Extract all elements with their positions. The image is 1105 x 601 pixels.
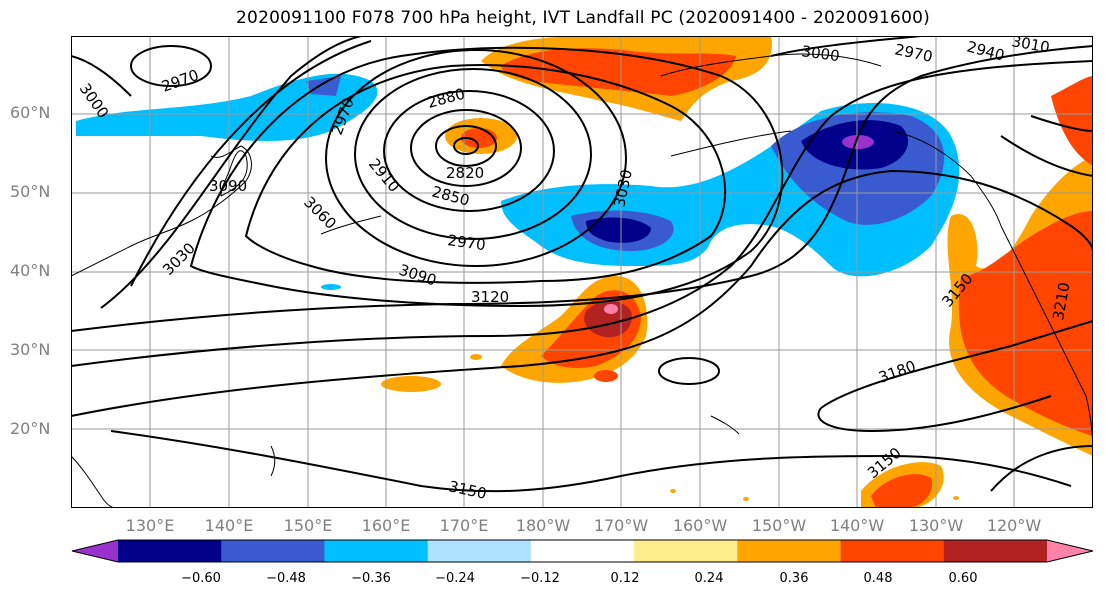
contour-label: 3090 xyxy=(209,177,247,195)
contour-label: 2970 xyxy=(893,40,934,66)
lon-label: 140°E xyxy=(204,516,254,535)
contour-label: 2970 xyxy=(159,66,201,96)
contour-label: 3150 xyxy=(447,477,488,503)
colorbar-segment xyxy=(530,540,635,562)
colorbar-segment xyxy=(634,540,738,562)
map-frame xyxy=(71,36,1093,508)
colorbar-tick: −0.36 xyxy=(351,571,391,586)
colorbar-outline xyxy=(71,539,1094,563)
lat-label: 60°N xyxy=(10,103,51,122)
colorbar-extend-high xyxy=(1047,540,1093,562)
contour-label: 2820 xyxy=(446,164,484,182)
colorbar-tick: −0.60 xyxy=(181,571,221,586)
contour-label: 3090 xyxy=(397,261,439,290)
colorbar-tick: 0.48 xyxy=(863,571,893,586)
lon-label: 160°W xyxy=(672,516,728,535)
lon-label: 120°W xyxy=(986,516,1042,535)
contour-label: 2910 xyxy=(365,155,403,196)
colorbar-segment xyxy=(943,540,1048,562)
contour-label: 3180 xyxy=(876,357,918,387)
lon-label: 170°W xyxy=(593,516,649,535)
contour-label: 3010 xyxy=(1010,36,1051,57)
lat-label: 30°N xyxy=(10,340,51,359)
height-contours xyxy=(71,36,1093,493)
colorbar-extend-low xyxy=(72,540,118,562)
colorbar-segment xyxy=(737,540,842,562)
lon-label: 150°E xyxy=(283,516,333,535)
ivt-negative-shading xyxy=(76,73,960,290)
contour-label: 2970 xyxy=(446,231,486,254)
lon-label: 130°E xyxy=(125,516,175,535)
colorbar-segment xyxy=(427,540,532,562)
map-plot: 3000 2970 2970 3090 3060 3030 2880 2910 … xyxy=(71,36,1093,508)
contour-label: 3060 xyxy=(300,193,340,233)
lon-label: 130°W xyxy=(908,516,964,535)
colorbar-tick: 0.36 xyxy=(779,571,809,586)
contour-label: 3000 xyxy=(800,42,840,65)
colorbar-segment xyxy=(118,540,222,562)
map-title: 2020091100 F078 700 hPa height, IVT Land… xyxy=(236,8,930,28)
colorbar-tick: −0.48 xyxy=(266,571,306,586)
colorbar-tick: −0.24 xyxy=(435,571,475,586)
lon-label: 150°W xyxy=(751,516,807,535)
lat-label: 40°N xyxy=(10,261,51,280)
colorbar-tick: 0.12 xyxy=(610,571,640,586)
gridlines xyxy=(71,36,1093,508)
colorbar-tick: 0.60 xyxy=(948,571,978,586)
ivt-positive-shading xyxy=(381,36,1093,508)
lon-label: 170°E xyxy=(439,516,489,535)
colorbar-tick: 0.24 xyxy=(694,571,724,586)
lon-label: 140°W xyxy=(829,516,885,535)
colorbar-segment xyxy=(324,540,429,562)
lat-label: 20°N xyxy=(10,419,51,438)
contour-label: 2880 xyxy=(425,85,467,112)
lon-label: 180°W xyxy=(515,516,571,535)
contour-label: 3120 xyxy=(471,288,509,306)
lat-label: 50°N xyxy=(10,182,51,201)
colorbar-tick: −0.12 xyxy=(520,571,560,586)
colorbar-segment xyxy=(221,540,325,562)
lon-label: 160°E xyxy=(361,516,411,535)
colorbar-segment xyxy=(840,540,945,562)
